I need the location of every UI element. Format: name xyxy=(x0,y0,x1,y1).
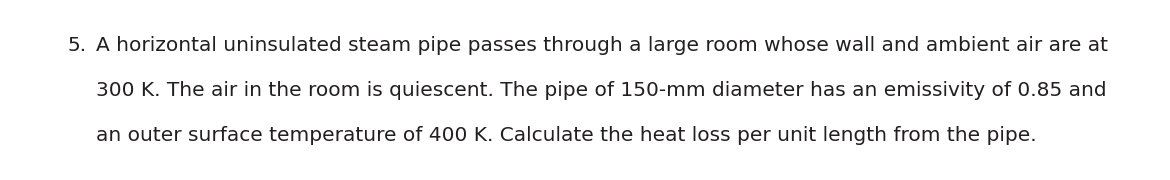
Text: an outer surface temperature of 400 K. Calculate the heat loss per unit length f: an outer surface temperature of 400 K. C… xyxy=(96,126,1037,145)
Text: A horizontal uninsulated steam pipe passes through a large room whose wall and a: A horizontal uninsulated steam pipe pass… xyxy=(96,36,1108,55)
Text: 5.: 5. xyxy=(68,36,87,55)
Text: 300 K. The air in the room is quiescent. The pipe of 150-mm diameter has an emis: 300 K. The air in the room is quiescent.… xyxy=(96,81,1107,100)
